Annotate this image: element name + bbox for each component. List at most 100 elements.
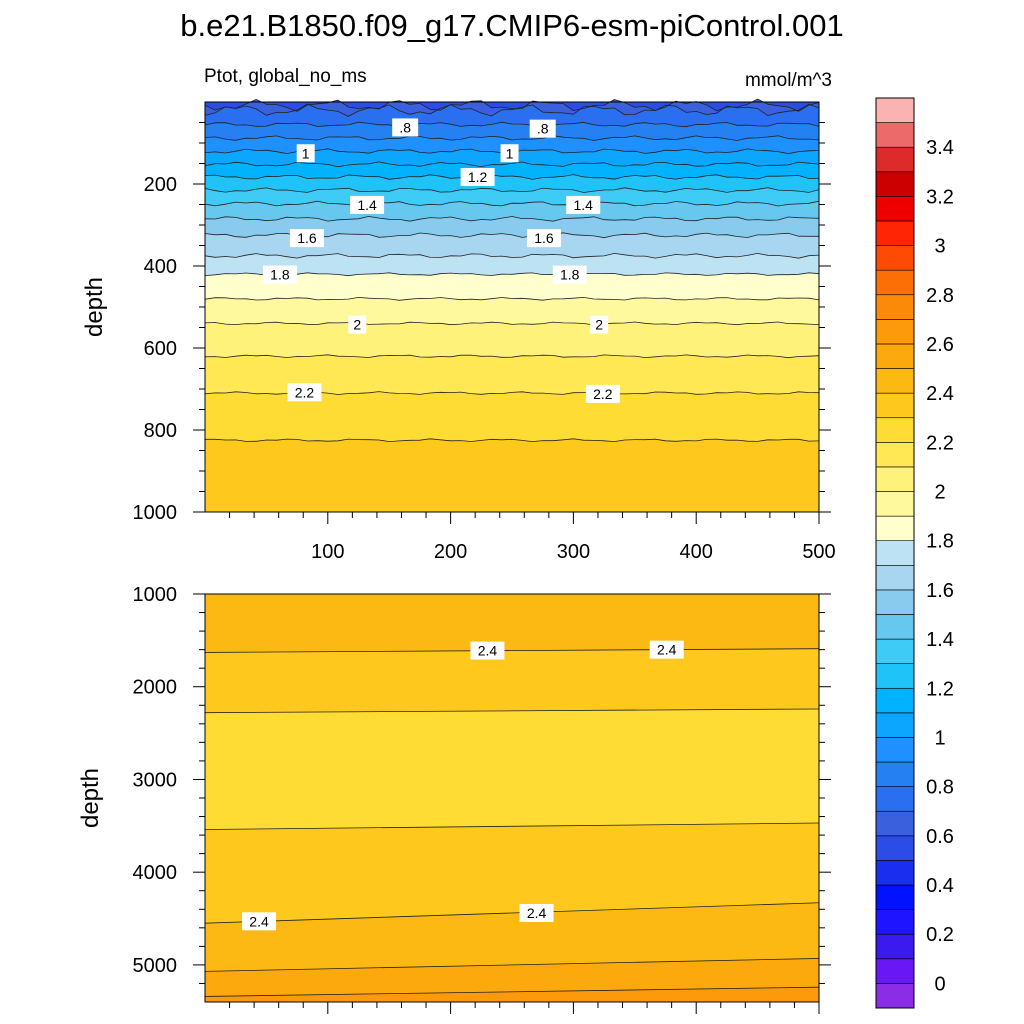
contour-line	[205, 438, 820, 443]
contour-band	[205, 958, 819, 997]
contour-label-bg	[348, 315, 367, 334]
contour-band	[205, 253, 819, 276]
contour-label: 1.8	[270, 267, 290, 283]
contour-line	[204, 321, 820, 326]
figure-title: b.e21.B1850.f09_g17.CMIP6-esm-piControl.…	[180, 8, 843, 43]
contour-label: 1.4	[573, 197, 593, 213]
colorbar-swatch	[875, 343, 915, 369]
colorbar-swatch	[875, 860, 915, 886]
colorbar-tick-label: 0	[934, 973, 945, 995]
colorbar-swatch	[875, 958, 915, 984]
colorbar-swatch	[875, 220, 915, 246]
contour-label: 2.4	[478, 643, 498, 659]
x-tick-label: 400	[680, 541, 713, 563]
colorbar-tick-label: 2	[934, 482, 945, 504]
colorbar-tick-label: 1	[934, 727, 945, 749]
contour-label: 1.2	[468, 169, 488, 185]
contour-line	[204, 121, 820, 128]
contour-line	[204, 174, 820, 180]
colorbar-swatch	[875, 245, 915, 271]
contour-line	[204, 708, 820, 714]
colorbar-swatch	[875, 712, 915, 738]
contour-label-bg	[590, 315, 609, 334]
upper-panel: 200 400 600 800 1000 100 200 300 400 500 depth .8 .8…	[81, 98, 836, 563]
colorbar-tick-label: 3	[934, 236, 945, 258]
colorbar-swatch	[875, 933, 915, 960]
contour-line	[204, 103, 820, 117]
contour-label-bg	[585, 384, 620, 403]
x-tick-label: 200	[434, 541, 467, 563]
contour-label: 1.6	[534, 230, 554, 246]
contour-band	[205, 272, 819, 301]
colorbar-swatch	[875, 687, 915, 714]
colorbar-swatch	[875, 319, 915, 345]
contour-label-bg	[392, 118, 419, 137]
colorbar-tick-label: 2.6	[926, 334, 954, 356]
y-tick-label: 3000	[133, 769, 178, 791]
contour-label: 1.6	[297, 230, 317, 246]
contour-label-bg	[526, 229, 561, 248]
colorbar-swatch	[875, 540, 915, 566]
contour-label-bg	[287, 383, 322, 402]
colorbar-swatch	[875, 983, 915, 1009]
contour-band	[205, 322, 819, 358]
lower-panel: 1000 2000 3000 4000 5000 depth 2.4 2.4 2.4 2.4	[77, 584, 831, 1014]
contour-label-bg	[519, 903, 554, 922]
colorbar-tick-label: 0.8	[926, 777, 954, 799]
y-tick-label: 400	[144, 256, 177, 278]
colorbar-swatch	[875, 97, 915, 123]
colorbar-tick-label: 3.4	[926, 137, 954, 159]
y-tick-label: 200	[144, 174, 177, 196]
contour-band	[205, 823, 819, 924]
colorbar-swatch	[875, 417, 915, 443]
colorbar: 0 0.2 0.4 0.6 0.8 1 1.2 1.4 1.6 1.8 2 2.2 2.4 2.6 2.8 3…	[875, 97, 954, 1009]
colorbar-swatch	[875, 564, 915, 591]
y-tick-label: 1000	[133, 584, 178, 606]
colorbar-swatch	[875, 196, 915, 222]
contour-label: 1.4	[357, 197, 377, 213]
colorbar-swatch	[875, 614, 915, 640]
contour-label: 1.8	[560, 267, 580, 283]
contour-line	[204, 296, 820, 301]
contour-band	[205, 354, 819, 395]
contour-band	[205, 391, 819, 442]
x-tick-label: 100	[311, 541, 344, 563]
colorbar-swatch	[875, 515, 915, 542]
contour-label: 2	[353, 317, 361, 333]
variable-label: Ptot, global_no_ms	[204, 66, 367, 87]
colorbar-tick-label: 2.4	[926, 383, 954, 405]
colorbar-swatch	[875, 786, 915, 812]
units-label: mmol/m^3	[745, 70, 832, 91]
colorbar-swatch	[875, 663, 915, 689]
contour-line	[204, 215, 820, 222]
contour-band	[205, 297, 819, 325]
x-tick-label: 500	[802, 541, 835, 563]
contour-line	[204, 252, 820, 259]
colorbar-swatch	[875, 835, 915, 861]
contour-line	[204, 648, 820, 653]
colorbar-swatch	[875, 491, 915, 517]
contour-label-bg	[649, 640, 684, 659]
y-axis-label: depth	[81, 277, 108, 337]
contour-label: 2	[595, 317, 603, 333]
colorbar-swatch	[875, 884, 915, 910]
y-axis-label: depth	[77, 768, 104, 828]
y-tick-label: 4000	[133, 862, 178, 884]
colorbar-swatch	[875, 294, 915, 320]
contour-band	[205, 122, 819, 141]
colorbar-tick-label: 0.2	[926, 924, 954, 946]
contour-label-bg	[242, 912, 277, 931]
contour-band	[205, 216, 819, 238]
contour-line	[204, 200, 820, 207]
colorbar-swatch	[875, 368, 915, 394]
colorbar-tick-label: 0.6	[926, 826, 954, 848]
contour-label-bg	[289, 229, 324, 248]
contour-band	[205, 594, 819, 653]
colorbar-swatch	[875, 466, 915, 492]
contour-band	[205, 161, 819, 180]
colorbar-swatch	[875, 638, 915, 664]
colorbar-swatch	[875, 761, 915, 787]
x-tick-label: 300	[557, 541, 590, 563]
contour-label: 1	[506, 145, 514, 161]
contour-line	[204, 902, 820, 924]
